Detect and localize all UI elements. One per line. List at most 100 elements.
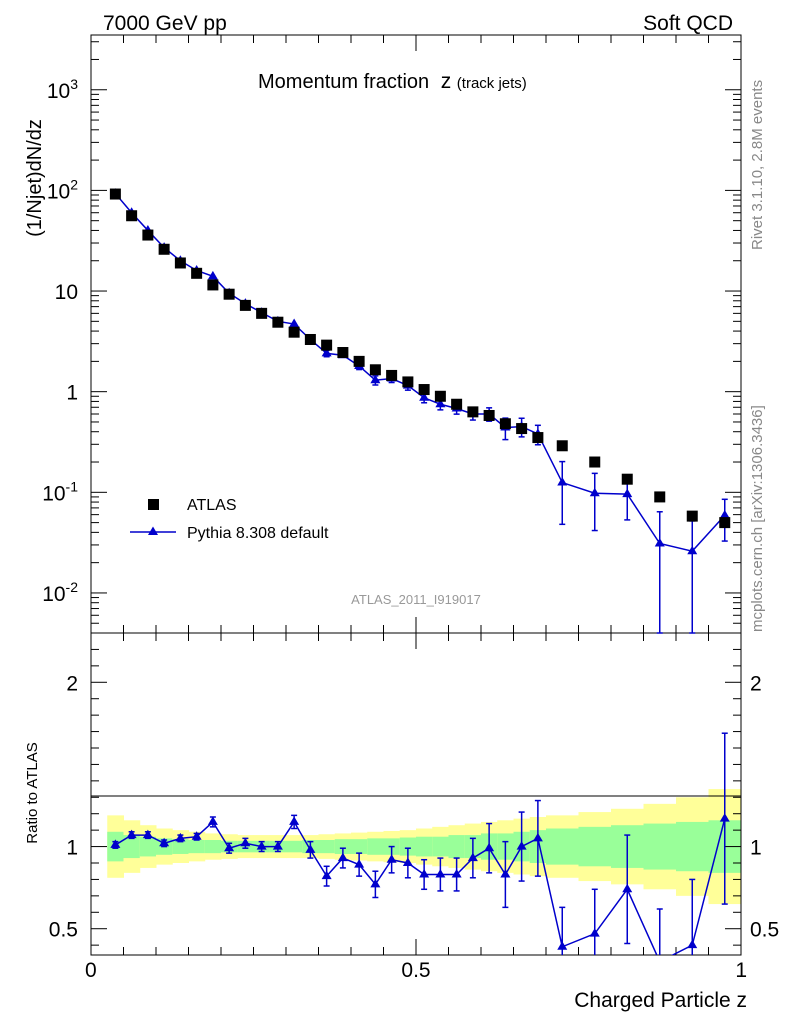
ratio-y-tick-label: 0.5 — [49, 919, 78, 942]
data-point — [353, 355, 365, 367]
data-point — [256, 307, 268, 319]
data-point — [304, 333, 316, 345]
plot-title-text: Momentum fraction — [258, 71, 429, 93]
ratio-band-inner — [188, 840, 206, 854]
data-point — [499, 418, 511, 430]
data-series — [109, 188, 731, 529]
main-plot-frame — [90, 34, 742, 634]
data-point — [589, 456, 601, 468]
mc-point — [589, 487, 600, 497]
mcplots-label: mcplots.cern.ch [arXiv:1306.3436] — [749, 405, 766, 632]
y-tick-label: 10-2 — [42, 579, 78, 606]
legend: ATLAS Pythia 8.308 default — [130, 497, 329, 542]
data-point — [418, 384, 430, 396]
mc-point — [207, 270, 218, 280]
ratio-y-tick-label: 0.5 — [750, 919, 779, 942]
ratio-point — [386, 854, 397, 863]
ratio-band-inner — [432, 836, 449, 857]
ratio-band-inner — [318, 840, 336, 854]
data-point — [467, 406, 479, 418]
data-point — [451, 398, 463, 410]
ratio-point — [256, 841, 267, 850]
mc-point — [321, 347, 332, 357]
data-point — [337, 347, 349, 359]
ratio-band-inner — [578, 826, 612, 867]
ratio-series-group — [110, 732, 730, 965]
data-point — [719, 517, 731, 529]
data-point — [239, 299, 251, 311]
mc-point — [622, 488, 633, 498]
ratio-point — [589, 928, 600, 937]
ratio-series — [110, 732, 730, 965]
ratio-y-tick-label: 2 — [66, 672, 78, 695]
ratio-point — [687, 939, 698, 949]
data-point — [434, 390, 446, 402]
legend-mc-label: Pythia 8.308 default — [187, 525, 329, 542]
ratio-point — [484, 842, 495, 852]
plot-title: Momentum fraction z (track jets) — [258, 70, 527, 93]
ratio-point — [305, 844, 316, 853]
x-tick-label: 1 — [735, 959, 747, 982]
data-point — [654, 491, 666, 503]
ratio-band-inner — [399, 837, 417, 856]
ratio-point — [110, 839, 121, 848]
ratio-band-inner — [286, 840, 303, 853]
rivet-version-label: Rivet 3.1.10, 2.8M events — [749, 80, 766, 250]
ratio-point — [419, 869, 430, 878]
data-point — [191, 267, 203, 279]
mc-point — [419, 392, 430, 401]
ratio-point — [719, 813, 730, 822]
data-point — [272, 316, 284, 328]
data-point — [174, 257, 186, 269]
ratio-y-tick-label: 1 — [66, 837, 78, 860]
ratio-y-tick-label: 1 — [750, 837, 762, 860]
ratio-point — [655, 956, 665, 965]
data-point — [516, 423, 528, 435]
header-process: Soft QCD — [643, 12, 733, 35]
ratio-axis-ticks: 0.5 0.51 12 20 0.5 1 — [49, 632, 779, 982]
ratio-point — [451, 869, 462, 878]
data-point — [321, 339, 333, 351]
ratio-band-inner — [546, 828, 579, 865]
ratio-band-inner — [334, 839, 352, 854]
mc-point — [557, 477, 568, 486]
data-point — [109, 188, 121, 200]
legend-mc-marker — [148, 526, 158, 535]
ratio-band-inner — [123, 835, 141, 859]
ratio-y-tick-label: 2 — [750, 672, 762, 695]
ratio-point — [370, 878, 381, 888]
ratio-point — [191, 831, 202, 840]
y-tick-label: 1 — [66, 382, 78, 405]
ratio-point — [321, 870, 332, 880]
mc-point — [289, 318, 300, 328]
legend-data-marker — [148, 499, 159, 510]
x-tick-label: 0.5 — [401, 959, 430, 982]
mc-point — [687, 545, 698, 555]
ratio-point — [354, 859, 365, 868]
x-axis-label: Charged Particle z — [574, 989, 747, 1012]
ratio-point — [435, 869, 446, 878]
data-point — [532, 432, 544, 444]
ratio-point — [500, 869, 511, 878]
ratio-band-inner — [448, 835, 466, 859]
ratio-band-inner — [676, 821, 709, 872]
ratio-point — [337, 852, 348, 862]
data-point — [288, 326, 300, 338]
plot-title-var: z — [441, 70, 452, 93]
plot-title-sub: (track jets) — [457, 75, 527, 92]
ratio-point — [142, 829, 153, 839]
analysis-label: ATLAS_2011_I919017 — [351, 592, 481, 607]
header-energy: 7000 GeV pp — [103, 12, 227, 35]
ratio-point — [126, 829, 137, 839]
ratio-plot-frame — [90, 632, 742, 956]
ratio-point — [159, 837, 170, 847]
data-point — [207, 279, 219, 291]
ratio-point — [532, 832, 543, 842]
data-point — [483, 409, 495, 421]
ratio-point — [289, 816, 300, 825]
data-point — [369, 364, 381, 376]
data-point — [556, 440, 568, 452]
legend-data-label: ATLAS — [187, 497, 237, 514]
y-tick-label: 10 — [55, 281, 78, 304]
